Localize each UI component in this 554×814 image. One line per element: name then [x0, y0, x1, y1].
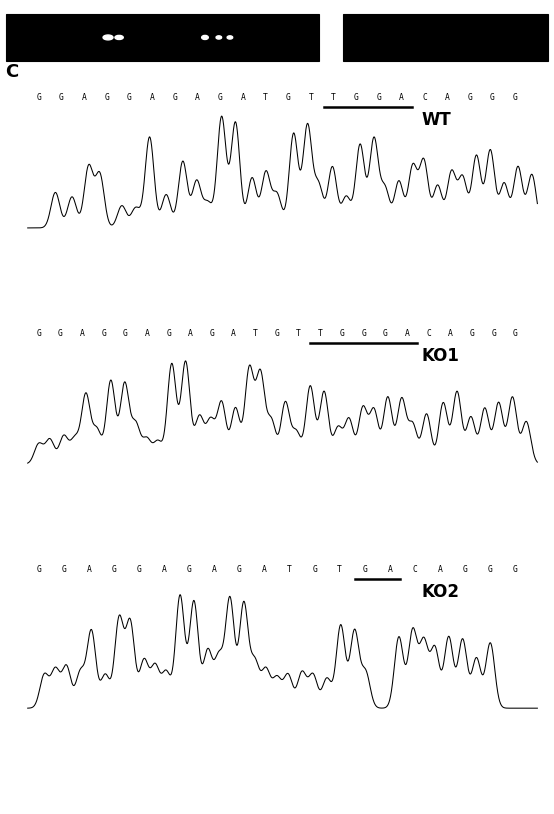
Ellipse shape	[227, 36, 233, 39]
Ellipse shape	[115, 36, 123, 40]
Text: G: G	[172, 93, 177, 102]
Text: G: G	[166, 329, 171, 338]
Text: G: G	[340, 329, 345, 338]
Ellipse shape	[216, 36, 222, 39]
Text: G: G	[312, 565, 317, 574]
Text: A: A	[86, 565, 91, 574]
Text: A: A	[80, 329, 85, 338]
Text: T: T	[263, 93, 268, 102]
Text: T: T	[309, 93, 314, 102]
Text: B: B	[343, 15, 357, 33]
Text: A: A	[231, 329, 236, 338]
Text: G: G	[111, 565, 116, 574]
Text: T: T	[287, 565, 292, 574]
Text: A: A	[448, 329, 453, 338]
Text: A: A	[188, 329, 193, 338]
Text: A: A	[82, 93, 86, 102]
Text: G: G	[513, 329, 517, 338]
Text: G: G	[286, 93, 291, 102]
Text: T: T	[331, 93, 336, 102]
Text: A: A	[438, 565, 443, 574]
Text: A: A	[387, 565, 392, 574]
Ellipse shape	[202, 36, 208, 40]
Text: A: A	[399, 93, 404, 102]
Text: G: G	[361, 329, 366, 338]
Text: A: A	[212, 565, 217, 574]
Text: G: G	[59, 93, 64, 102]
Text: KO1: KO1	[421, 347, 459, 365]
Text: G: G	[37, 329, 41, 338]
Text: G: G	[513, 93, 517, 102]
Text: G: G	[58, 329, 63, 338]
Text: G: G	[209, 329, 214, 338]
Text: G: G	[491, 329, 496, 338]
Text: T: T	[253, 329, 258, 338]
Text: T: T	[296, 329, 301, 338]
Text: G: G	[101, 329, 106, 338]
Text: G: G	[127, 93, 132, 102]
Text: A: A	[262, 565, 267, 574]
Text: KO2: KO2	[421, 583, 459, 601]
Text: G: G	[469, 329, 474, 338]
Text: C: C	[6, 63, 19, 81]
Text: G: G	[488, 565, 493, 574]
Text: G: G	[362, 565, 367, 574]
Text: G: G	[187, 565, 192, 574]
Text: WT: WT	[421, 111, 451, 129]
Text: T: T	[318, 329, 323, 338]
Text: G: G	[513, 565, 517, 574]
Text: G: G	[490, 93, 495, 102]
Text: G: G	[123, 329, 128, 338]
Text: A: A	[145, 329, 150, 338]
Text: G: G	[137, 565, 141, 574]
Text: G: G	[61, 565, 66, 574]
Text: A: A	[6, 15, 19, 33]
Text: C: C	[413, 565, 417, 574]
Text: G: G	[275, 329, 279, 338]
Text: G: G	[468, 93, 472, 102]
Text: G: G	[237, 565, 242, 574]
Text: G: G	[383, 329, 388, 338]
Text: G: G	[37, 93, 41, 102]
Text: A: A	[195, 93, 200, 102]
Text: G: G	[354, 93, 359, 102]
Text: G: G	[37, 565, 41, 574]
Text: C: C	[426, 329, 431, 338]
Text: A: A	[240, 93, 245, 102]
Text: A: A	[404, 329, 409, 338]
Bar	[343, 14, 548, 61]
Text: G: G	[104, 93, 109, 102]
Text: A: A	[150, 93, 155, 102]
Bar	[6, 14, 319, 61]
Text: A: A	[162, 565, 167, 574]
Text: T: T	[337, 565, 342, 574]
Text: G: G	[377, 93, 382, 102]
Text: A: A	[445, 93, 450, 102]
Ellipse shape	[103, 35, 113, 40]
Text: G: G	[218, 93, 223, 102]
Text: C: C	[422, 93, 427, 102]
Text: G: G	[463, 565, 468, 574]
